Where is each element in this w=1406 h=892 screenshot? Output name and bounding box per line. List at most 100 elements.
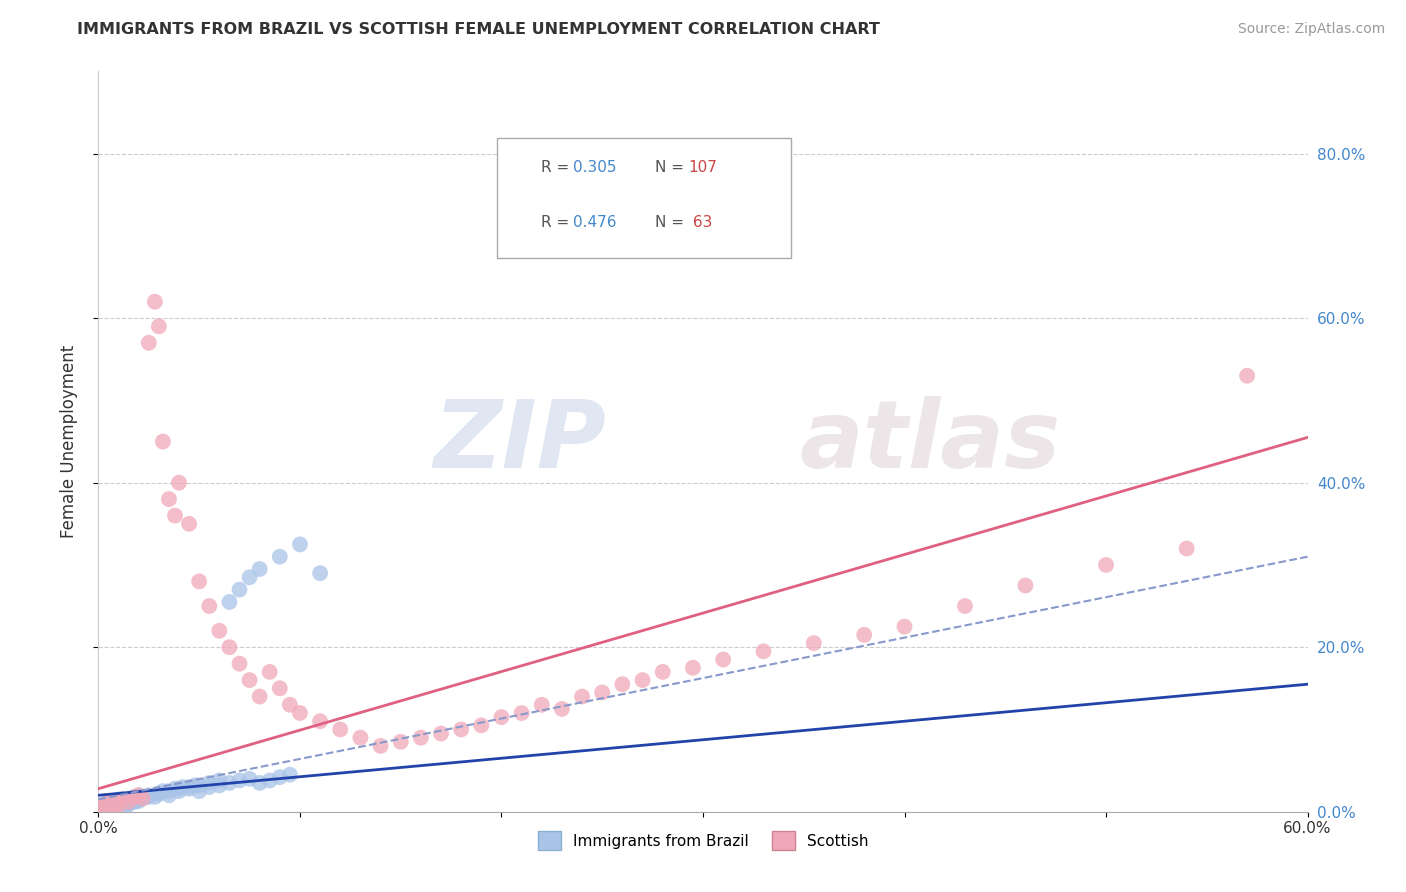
Point (100, 797, 122, 812)
Point (228, 657, 250, 671)
Text: IMMIGRANTS FROM BRAZIL VS SCOTTISH FEMALE UNEMPLOYMENT CORRELATION CHART: IMMIGRANTS FROM BRAZIL VS SCOTTISH FEMAL… (77, 22, 880, 37)
Point (93, 800, 115, 814)
Point (288, 706, 311, 720)
Point (105, 796, 128, 810)
Point (114, 794, 136, 808)
Point (853, 628, 876, 642)
Point (249, 562, 271, 576)
Point (682, 661, 704, 675)
Point (288, 537, 311, 551)
Point (309, 566, 332, 581)
Text: atlas: atlas (800, 395, 1062, 488)
Point (157, 789, 180, 803)
Point (152, 784, 174, 798)
Point (228, 773, 250, 788)
Point (143, 789, 166, 804)
Point (97, 799, 120, 814)
Point (239, 570, 262, 584)
Point (120, 796, 142, 810)
Text: ZIP: ZIP (433, 395, 606, 488)
Point (198, 776, 221, 790)
Point (138, 789, 160, 803)
Point (107, 795, 129, 809)
Point (803, 636, 825, 650)
Point (110, 797, 132, 812)
Point (93, 797, 115, 811)
Point (107, 793, 129, 807)
Point (121, 793, 143, 807)
Point (571, 690, 593, 704)
Point (96, 797, 118, 812)
Point (409, 731, 432, 745)
Point (115, 799, 138, 814)
Text: N =: N = (655, 215, 689, 230)
Point (157, 784, 180, 798)
Point (157, 492, 180, 507)
Point (96, 797, 118, 811)
Point (115, 796, 138, 810)
Point (179, 780, 201, 794)
Y-axis label: Female Unemployment: Female Unemployment (59, 345, 77, 538)
Point (120, 791, 142, 805)
Point (510, 706, 533, 720)
Point (953, 599, 976, 613)
Point (893, 619, 915, 633)
Text: 107: 107 (688, 160, 717, 175)
Point (218, 776, 240, 790)
Point (118, 795, 141, 809)
Point (89, 800, 111, 814)
Point (125, 791, 148, 805)
Point (184, 778, 207, 792)
Legend: Immigrants from Brazil, Scottish: Immigrants from Brazil, Scottish (531, 825, 875, 856)
Point (752, 644, 775, 658)
Point (91, 798, 114, 813)
Point (239, 772, 262, 786)
Point (1236, 368, 1258, 383)
Point (103, 797, 125, 811)
Point (208, 778, 231, 792)
Point (179, 781, 201, 796)
Point (278, 698, 301, 712)
Point (89, 800, 111, 814)
Point (143, 294, 166, 309)
Point (128, 789, 150, 803)
Point (105, 794, 128, 808)
Point (711, 652, 734, 666)
Point (269, 770, 291, 784)
Point (163, 781, 186, 796)
Point (239, 673, 262, 687)
Point (105, 798, 128, 813)
Point (105, 793, 128, 807)
Point (91, 799, 114, 814)
Point (93, 799, 115, 814)
Point (124, 795, 146, 809)
Point (148, 787, 170, 801)
Point (530, 698, 553, 712)
Text: R =: R = (541, 215, 574, 230)
Point (148, 319, 170, 334)
Point (97, 797, 120, 811)
Point (96, 798, 118, 813)
Point (179, 516, 201, 531)
Point (167, 784, 190, 798)
Point (111, 795, 134, 809)
Point (128, 792, 150, 806)
Point (107, 798, 129, 813)
Point (450, 723, 472, 737)
Point (309, 714, 332, 729)
Point (218, 640, 240, 655)
Point (101, 798, 124, 813)
Point (124, 789, 146, 804)
Point (103, 797, 125, 811)
Point (103, 794, 125, 808)
Point (118, 797, 141, 811)
Point (1175, 541, 1198, 556)
Point (208, 624, 231, 638)
Point (101, 799, 124, 814)
Point (100, 796, 122, 810)
Point (97, 799, 120, 814)
Text: 63: 63 (688, 215, 713, 230)
Point (107, 796, 129, 810)
Point (91, 802, 114, 816)
Point (97, 799, 120, 814)
